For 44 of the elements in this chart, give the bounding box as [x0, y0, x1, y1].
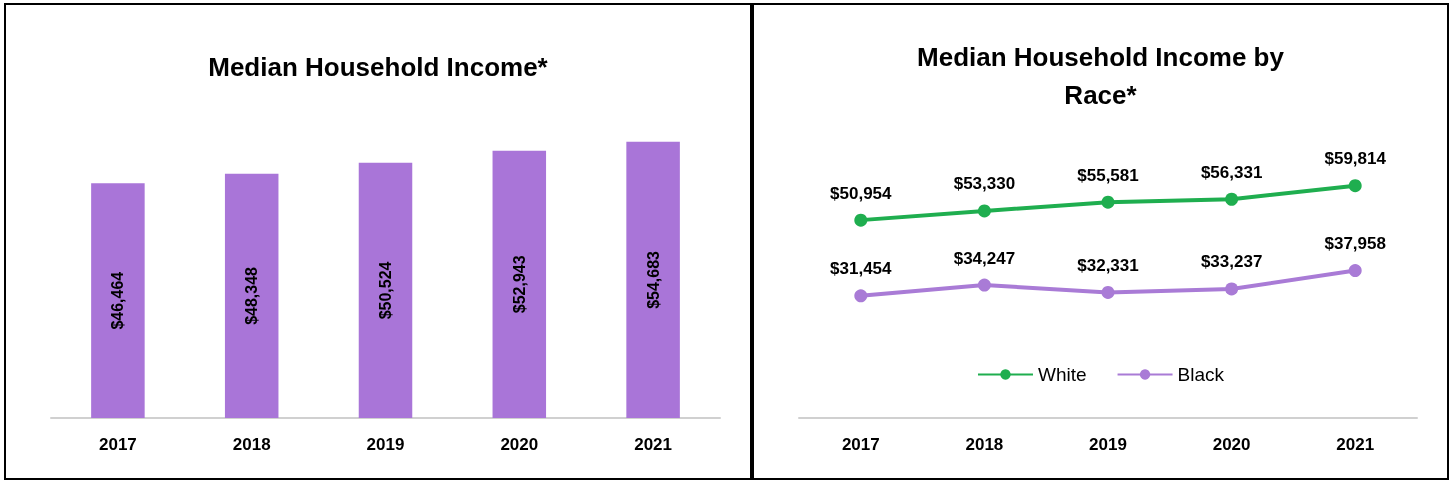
x-tick-label: 2021	[1336, 435, 1375, 454]
chart-title: Median Household Income*	[208, 52, 549, 82]
bar	[492, 150, 547, 418]
point	[1348, 264, 1362, 278]
point	[854, 289, 868, 303]
bar	[224, 173, 279, 418]
point	[1225, 282, 1239, 296]
point	[1225, 192, 1239, 206]
data-label: $34,247	[953, 248, 1016, 268]
data-label: $56,331	[1200, 162, 1263, 182]
x-tick-label: 2019	[366, 435, 405, 454]
bar	[91, 183, 145, 418]
point	[977, 278, 991, 292]
point	[1348, 179, 1362, 193]
chart-title: Median Household Income by Race*	[917, 42, 1285, 110]
x-tick-label: 2020	[500, 435, 539, 454]
data-label: $50,524	[377, 261, 394, 320]
point	[977, 204, 991, 218]
x-tick-label: 2018	[232, 435, 271, 454]
data-label: $33,237	[1200, 252, 1263, 272]
point	[1101, 195, 1115, 209]
bar	[358, 162, 413, 418]
x-tick-label: 2021	[634, 435, 673, 454]
point	[1101, 285, 1115, 299]
data-label: $55,581	[1077, 165, 1139, 185]
data-label: $52,943	[510, 255, 528, 314]
point	[854, 213, 868, 227]
legend-label: Black	[1177, 364, 1225, 385]
data-label: $37,958	[1324, 234, 1386, 254]
x-tick-label: 2020	[1212, 435, 1251, 454]
x-tick-label: 2017	[98, 435, 137, 454]
data-label: $48,348	[243, 266, 261, 325]
data-label: $53,330	[953, 174, 1016, 194]
legend-label: White	[1037, 364, 1087, 385]
data-label: $32,331	[1077, 255, 1139, 275]
x-tick-label: 2017	[841, 435, 880, 454]
data-label: $46,464	[109, 271, 127, 330]
bar	[626, 141, 680, 418]
data-label: $50,954	[830, 183, 893, 203]
data-label: $31,454	[830, 259, 893, 279]
data-label: $59,814	[1324, 149, 1387, 169]
x-tick-label: 2019	[1089, 435, 1127, 454]
data-label: $54,683	[644, 250, 662, 309]
x-tick-label: 2018	[965, 435, 1004, 454]
